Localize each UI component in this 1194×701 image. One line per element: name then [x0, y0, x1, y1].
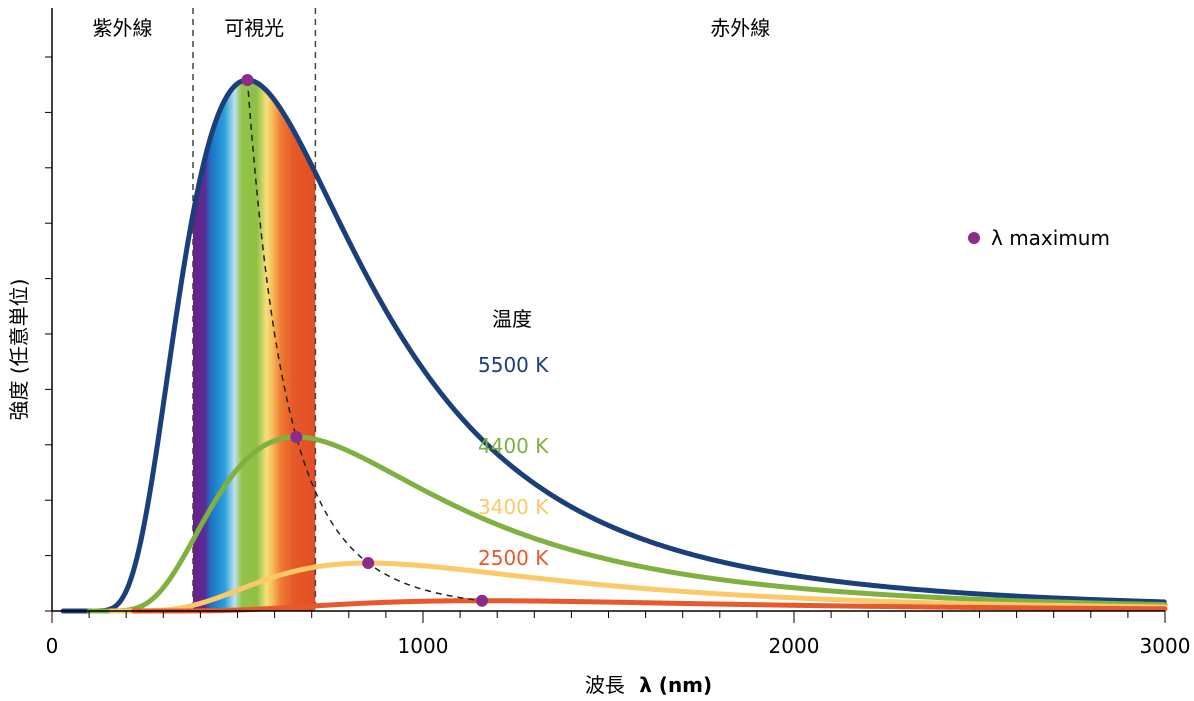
x-axis-title-symbol: λ (nm) [639, 673, 712, 697]
peak-marker-2500k [476, 594, 489, 607]
peak-marker-4400k [290, 431, 303, 444]
legend-label: λ maximum [991, 226, 1110, 250]
x-axis-title-text: 波長 [585, 673, 625, 697]
x-tick-label: 2000 [769, 634, 820, 658]
peak-locus-dashed-line [246, 79, 483, 602]
series-label-2500k: 2500 K [478, 546, 549, 570]
region-label-infrared: 赤外線 [710, 16, 770, 40]
region-labels: 紫外線 可視光 赤外線 [92, 16, 770, 40]
peak-marker-5500k [241, 74, 254, 86]
temperature-heading: 温度 [492, 307, 532, 331]
legend: λ maximum [968, 226, 1110, 250]
legend-marker [968, 232, 980, 244]
region-label-visible: 可視光 [224, 16, 284, 40]
series-curve-4400k [86, 434, 1168, 614]
x-tick-label: 3000 [1140, 634, 1191, 658]
x-tick-label: 1000 [398, 634, 449, 658]
y-ticks [45, 56, 52, 612]
y-axis-title: 強度 (任意単位) [7, 279, 31, 421]
series-curve-3400k [108, 560, 1168, 614]
visible-spectrum-band [192, 80, 316, 611]
spectrum-fill [192, 80, 316, 611]
region-dividers [192, 8, 317, 611]
series-label-4400k: 4400 K [478, 434, 549, 458]
x-axis-title: 波長 λ (nm) [585, 673, 712, 697]
axes: 0 1000 2000 3000 [45, 8, 1190, 658]
peak-marker-3400k [362, 557, 375, 570]
x-tick-label: 0 [46, 634, 59, 658]
x-ticks: 0 1000 2000 3000 [46, 611, 1191, 658]
peak-markers [241, 74, 489, 607]
series-label-5500k: 5500 K [478, 353, 549, 377]
series-labels: 温度 5500 K 4400 K 3400 K 2500 K [478, 307, 549, 570]
series-curve-2500k [131, 598, 1168, 614]
region-label-ultraviolet: 紫外線 [92, 16, 152, 40]
series-label-3400k: 3400 K [478, 495, 549, 519]
series-curves [60, 77, 1168, 614]
